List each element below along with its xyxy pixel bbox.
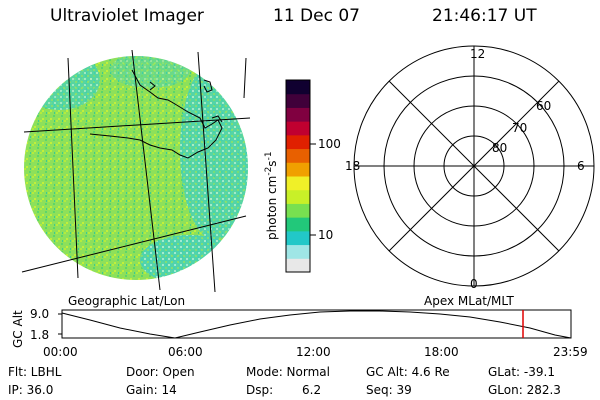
orbit-ytick-min: 1.8: [30, 328, 49, 342]
colorbar-segment: [286, 121, 310, 136]
mlat-label-80: 80: [492, 141, 507, 155]
orbit-xtick: 00:00: [43, 345, 78, 359]
dsp-value: 6.2: [302, 383, 322, 397]
dsp-label: Dsp:: [246, 383, 274, 397]
colorbar-segment: [286, 162, 310, 177]
image-time: 21:46:17 UT: [432, 6, 537, 26]
geographic-label: Geographic Lat/Lon: [68, 294, 186, 308]
colorbar-segment: [286, 217, 310, 232]
colorbar-segment: [286, 230, 310, 246]
colorbar-segment: [286, 107, 310, 122]
mlt-label-18: 18: [345, 159, 360, 173]
polar-labels: 12 18 6 0 60 70 80: [345, 47, 585, 291]
uv-image-disc: [24, 56, 248, 280]
gc-alt-readout: GC Alt: 4.6 Re: [366, 365, 450, 379]
orbit-xtick: 06:00: [168, 345, 203, 359]
image-date: 11 Dec 07: [273, 6, 360, 26]
apex-label: Apex MLat/MLT: [424, 294, 514, 308]
gain-readout: Gain: 14: [126, 383, 177, 397]
orbit-ytick-max: 9.0: [30, 307, 49, 321]
orbit-ylabel: GC Alt: [11, 310, 25, 348]
door-readout: Door: Open: [126, 365, 195, 379]
orbit-plot: [58, 309, 572, 339]
mlat-label-60: 60: [536, 99, 551, 113]
colorbar-segment: [286, 148, 310, 163]
mlt-label-0: 0: [470, 277, 478, 291]
colorbar-segment: [286, 258, 310, 273]
orbit-xtick: 18:00: [424, 345, 459, 359]
glat-readout: GLat: -39.1: [488, 365, 555, 379]
colorbar-segment: [286, 176, 310, 191]
mlat-label-70: 70: [512, 121, 527, 135]
colorbar-unit-label: photon cm-2s-1: [264, 151, 279, 240]
seq-readout: Seq: 39: [366, 383, 412, 397]
colorbar-tick-100: 100: [318, 137, 341, 151]
orbit-xtick: 12:00: [296, 345, 331, 359]
mode-readout: Mode: Normal: [246, 365, 330, 379]
colorbar-segment: [286, 203, 310, 218]
colorbar-segment: [286, 134, 310, 150]
ip-readout: IP: 36.0: [8, 383, 54, 397]
coastline: [89, 69, 223, 159]
colorbar-tick-10: 10: [318, 228, 333, 242]
glon-readout: GLon: 282.3: [488, 383, 561, 397]
filter-readout: Flt: LBHL: [8, 365, 62, 379]
colorbar-frame: [285, 79, 311, 273]
colorbar-segment: [286, 189, 310, 204]
geographic-grid: [21, 49, 251, 293]
mlt-label-12: 12: [470, 47, 485, 61]
polar-plot: [353, 45, 595, 287]
colorbar-segment: [286, 244, 310, 259]
mlt-label-6: 6: [577, 159, 585, 173]
colorbar-segment: [286, 93, 310, 108]
colorbar-segment: [286, 80, 310, 95]
instrument-title: Ultraviolet Imager: [50, 6, 204, 26]
colorbar: [285, 79, 311, 273]
orbit-xtick: 23:59: [553, 345, 588, 359]
